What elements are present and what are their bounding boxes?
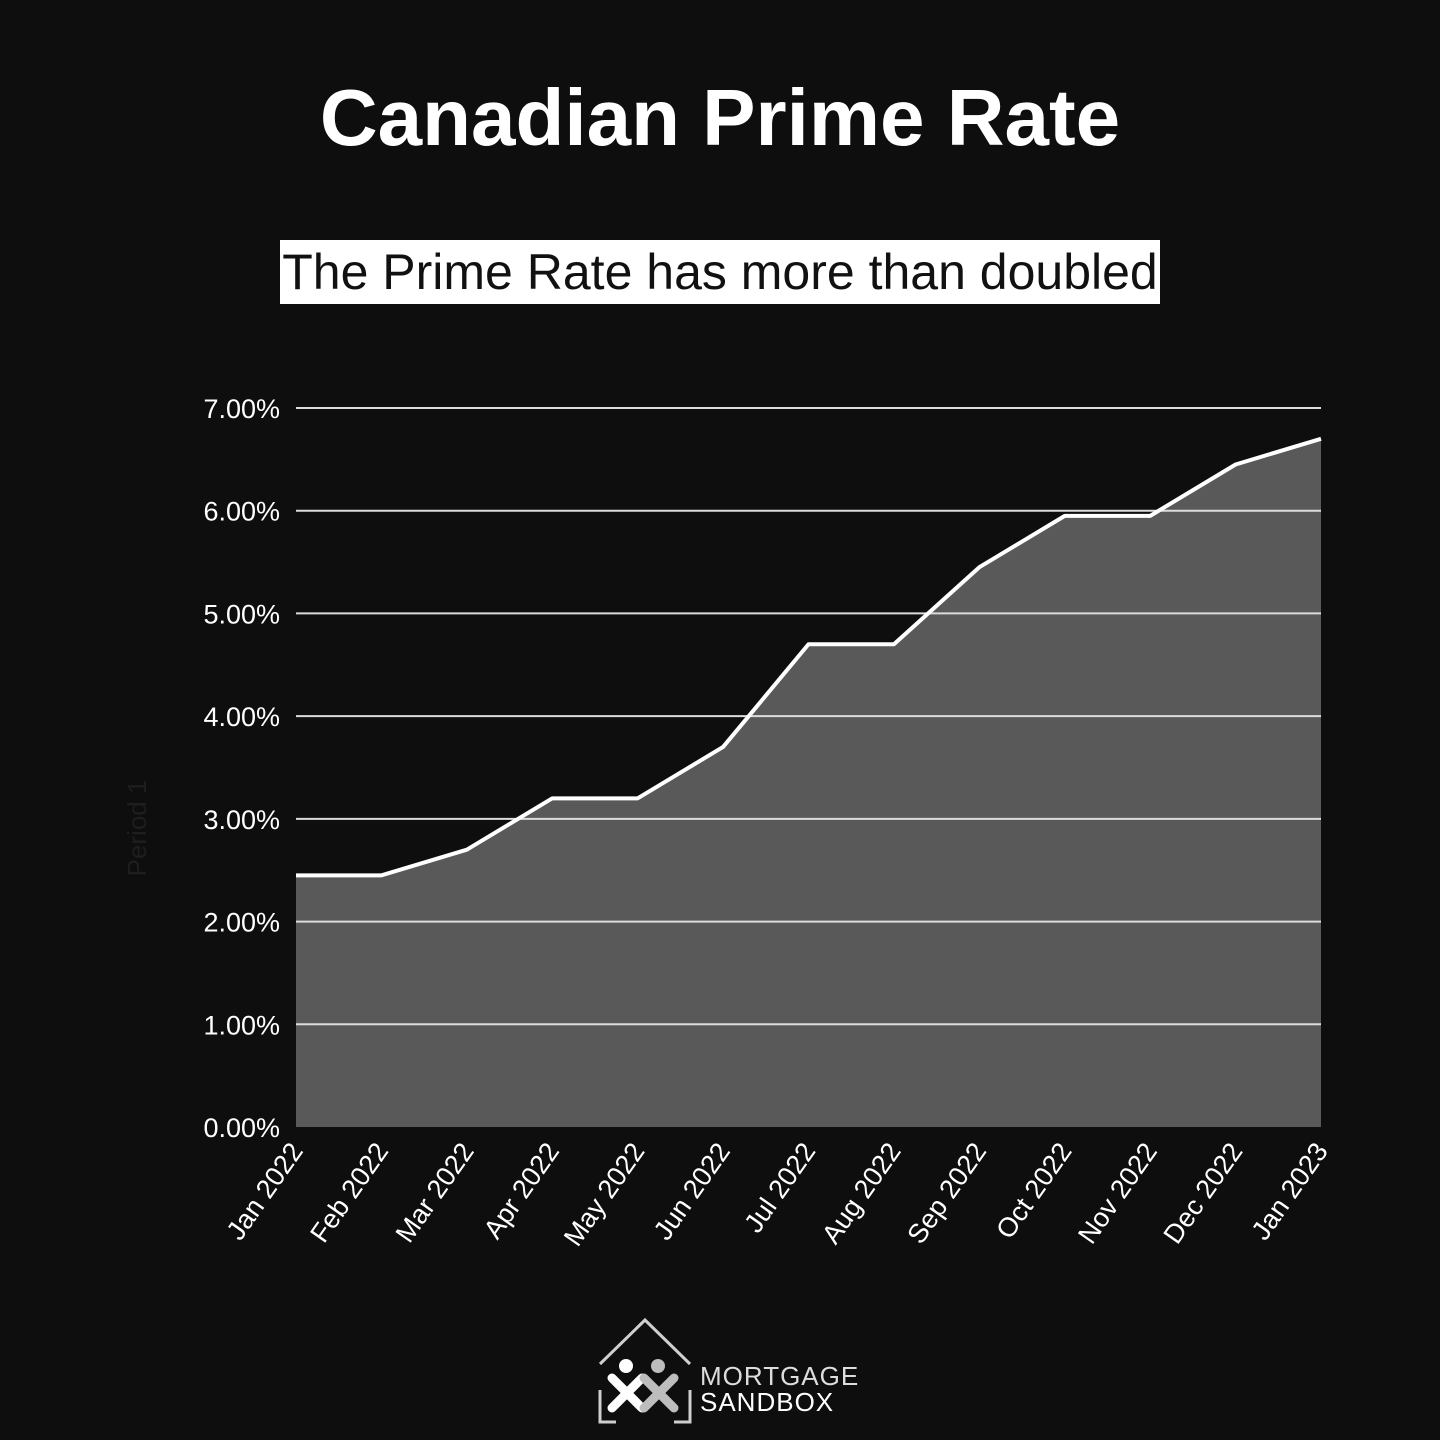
y-tick-label: 3.00% [203,805,280,835]
x-tick-label: Nov 2022 [1072,1137,1163,1249]
logo-text-line2: SANDBOX [700,1387,835,1417]
chart-subtitle: The Prime Rate has more than doubled [280,240,1160,304]
chart-title: Canadian Prime Rate [319,73,1121,162]
y-tick-label: 5.00% [203,599,280,629]
y-axis-title: Period 1 [122,780,152,877]
x-tick-label: Sep 2022 [901,1137,992,1249]
x-tick-label: Aug 2022 [816,1137,907,1249]
y-tick-label: 0.00% [203,1113,280,1143]
y-tick-label: 6.00% [203,497,280,527]
x-tick-label: Jan 2023 [1246,1137,1334,1245]
x-tick-label: Jun 2022 [648,1137,736,1245]
y-tick-label: 1.00% [203,1010,280,1040]
x-tick-label: Apr 2022 [478,1137,565,1244]
series-line [296,436,1322,878]
x-tick-label: Dec 2022 [1158,1137,1249,1249]
grid-overlay [296,407,1322,1026]
y-tick-label: 7.00% [203,394,280,424]
x-tick-label: Oct 2022 [990,1137,1077,1244]
x-tick-label: Jul 2022 [738,1137,821,1238]
y-axis-ticks: 0.00% 1.00% 2.00% 3.00% 4.00% 5.00% 6.00% 7.00% [203,394,280,1143]
subtitle-container: The Prime Rate has more than doubled [0,240,1440,304]
area-fill [296,438,1321,1127]
mortgage-sandbox-logo: MORTGAGE SANDBOX [596,1316,860,1426]
x-tick-label: Mar 2022 [390,1137,480,1248]
logo-text-line1: MORTGAGE [700,1361,860,1391]
house-people-icon [598,1317,692,1424]
x-tick-label: Jan 2022 [221,1137,309,1245]
area-layer [296,438,1321,1127]
x-tick-label: May 2022 [558,1137,651,1251]
y-tick-label: 4.00% [203,702,280,732]
x-tick-label: Feb 2022 [304,1137,394,1248]
y-tick-label: 2.00% [203,908,280,938]
